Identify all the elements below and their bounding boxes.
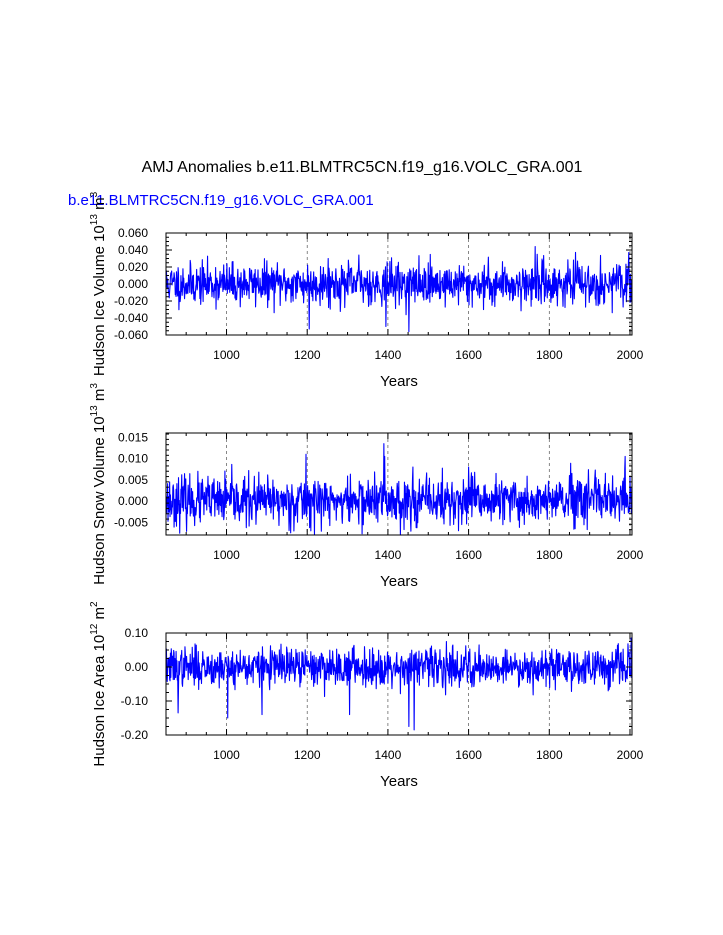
figure-title: AMJ Anomalies b.e11.BLMTRC5CN.f19_g16.VO… <box>142 159 583 176</box>
x-tick-label: 1600 <box>455 348 482 362</box>
y-tick-label: -0.005 <box>114 515 148 529</box>
y-tick-label: 0.005 <box>118 473 148 487</box>
y-axis-label: Hudson Ice Area 1012 m2 <box>89 601 108 767</box>
figure-subtitle: b.e11.BLMTRC5CN.f19_g16.VOLC_GRA.001 <box>68 192 374 209</box>
data-series-line <box>165 246 633 333</box>
x-tick-label: 1600 <box>455 748 482 762</box>
x-tick-label: 2000 <box>617 348 644 362</box>
ylabel-text: Hudson Ice Volume 10 <box>91 225 108 376</box>
ylabel-unit-exponent: 3 <box>89 191 100 197</box>
ylabel-unit: m <box>91 389 108 406</box>
y-tick-label: -0.20 <box>121 728 149 742</box>
y-tick-label: 0.10 <box>125 626 149 640</box>
ylabel-exponent: 13 <box>89 405 100 417</box>
plot-frame <box>165 432 633 536</box>
ylabel-text: Hudson Snow Volume 10 <box>91 416 108 584</box>
chart-panel-2: 1000 1200 1400 1600 1800 2000 -0.005 0.000 0.005… <box>89 383 644 590</box>
plot-frame <box>165 632 633 736</box>
x-tick-label: 1600 <box>455 548 482 562</box>
x-axis-label: Years <box>380 373 418 390</box>
x-tick-label: 1800 <box>536 348 563 362</box>
y-tick-label: 0.000 <box>118 494 148 508</box>
x-tick-label: 1800 <box>536 748 563 762</box>
ylabel-unit: m <box>91 607 108 624</box>
chart-panel-3: 1000 1200 1400 1600 1800 2000 -0.20 -0.10 0.00 0.… <box>89 601 644 790</box>
x-tick-label: 1000 <box>213 348 240 362</box>
y-tick-label: 0.040 <box>118 243 148 257</box>
chart-panel-1: 1000 1200 1400 1600 1800 2000 -0.060 -0.040 -0.0… <box>89 191 644 390</box>
y-tick-label: 0.000 <box>118 277 148 291</box>
x-tick-label: 2000 <box>617 748 644 762</box>
x-tick-label: 1800 <box>536 548 563 562</box>
y-tick-label: -0.10 <box>121 694 149 708</box>
data-series-line <box>165 637 633 731</box>
y-tick-label: 0.020 <box>118 260 148 274</box>
ylabel-unit-exponent: 3 <box>89 383 100 389</box>
x-tick-label: 1400 <box>375 348 402 362</box>
y-tick-label: 0.010 <box>118 452 148 466</box>
ylabel-exponent: 13 <box>89 214 100 226</box>
x-tick-label: 1200 <box>294 748 321 762</box>
x-tick-label: 1200 <box>294 348 321 362</box>
y-tick-label: 0.015 <box>118 430 148 444</box>
ylabel-unit: m <box>91 197 108 214</box>
x-axis-label: Years <box>380 773 418 790</box>
chart-panels: 1000 1200 1400 1600 1800 2000 -0.060 -0.040 -0.0… <box>89 191 644 790</box>
y-tick-label: -0.020 <box>114 294 148 308</box>
y-tick-label: 0.060 <box>118 226 148 240</box>
y-axis-label: Hudson Ice Volume 1013 m3 <box>89 191 108 376</box>
x-tick-label: 2000 <box>617 548 644 562</box>
x-axis-label: Years <box>380 573 418 590</box>
y-tick-label: -0.040 <box>114 311 148 325</box>
ylabel-exponent: 12 <box>89 623 100 635</box>
y-axis-label: Hudson Snow Volume 1013 m3 <box>89 383 108 585</box>
y-tick-label: -0.060 <box>114 328 148 342</box>
x-tick-label: 1200 <box>294 548 321 562</box>
ylabel-unit-exponent: 2 <box>89 601 100 607</box>
x-tick-label: 1000 <box>213 548 240 562</box>
x-tick-label: 1000 <box>213 748 240 762</box>
data-series-line <box>165 443 633 536</box>
x-tick-label: 1400 <box>375 548 402 562</box>
x-tick-label: 1400 <box>375 748 402 762</box>
ylabel-text: Hudson Ice Area 10 <box>91 635 108 767</box>
y-tick-label: 0.00 <box>125 660 149 674</box>
